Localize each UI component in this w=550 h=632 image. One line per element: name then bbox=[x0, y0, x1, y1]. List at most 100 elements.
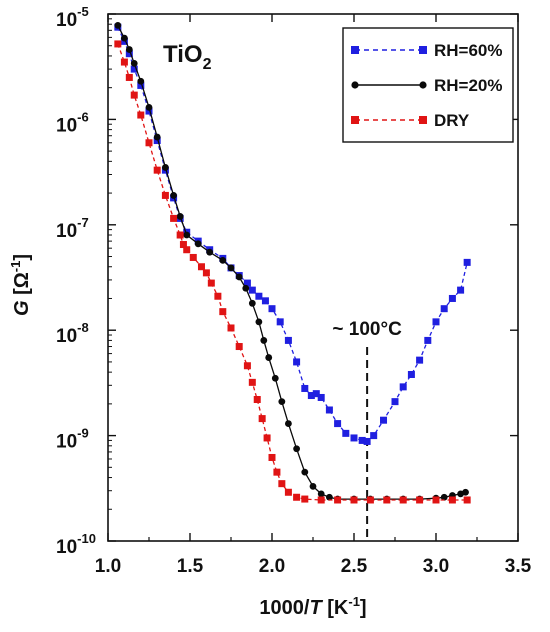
data-point-dry bbox=[366, 496, 374, 504]
y-tick-label-base: 10 bbox=[56, 326, 77, 347]
data-point-rh-20 bbox=[125, 46, 133, 53]
data-point-rh-60 bbox=[399, 383, 407, 391]
data-point-rh-60 bbox=[255, 292, 263, 300]
data-point-rh-20 bbox=[265, 354, 273, 361]
x-axis-title-unit: [K bbox=[322, 597, 349, 619]
data-point-rh-20 bbox=[176, 213, 184, 220]
data-point-rh-20 bbox=[162, 164, 169, 171]
y-tick-label: 10-7 bbox=[56, 215, 89, 242]
data-point-rh-20 bbox=[293, 445, 300, 453]
legend-items: RH=60% RH=20% DRY bbox=[351, 41, 503, 130]
legend-marker-rh-60 bbox=[419, 46, 427, 54]
data-point-rh-60 bbox=[342, 429, 350, 437]
legend: RH=60% RH=20% DRY bbox=[342, 27, 514, 143]
data-point-rh-60 bbox=[391, 398, 399, 406]
data-point-dry bbox=[207, 279, 215, 287]
data-point-rh-60 bbox=[248, 286, 256, 294]
data-point-dry bbox=[463, 496, 471, 504]
y-tick-label-exp: -7 bbox=[77, 215, 89, 230]
y-axis-title-exp: -1 bbox=[8, 261, 23, 273]
data-point-rh-20 bbox=[194, 240, 202, 248]
data-point-rh-60 bbox=[317, 393, 325, 401]
x-tick-label: 3.0 bbox=[423, 556, 449, 577]
data-point-dry bbox=[114, 40, 122, 48]
data-point-rh-20 bbox=[242, 284, 250, 292]
data-point-rh-20 bbox=[278, 398, 286, 406]
data-point-rh-60 bbox=[380, 416, 388, 424]
data-point-dry bbox=[214, 292, 222, 300]
data-point-rh-20 bbox=[248, 299, 256, 307]
data-point-dry bbox=[383, 496, 391, 504]
legend-label-rh-60: RH=60% bbox=[434, 41, 503, 60]
data-point-rh-20 bbox=[121, 34, 128, 42]
legend-marker-dry bbox=[351, 116, 359, 124]
data-point-dry bbox=[179, 241, 187, 249]
data-point-dry bbox=[183, 246, 191, 254]
data-point-rh-60 bbox=[325, 406, 333, 414]
data-point-rh-60 bbox=[407, 370, 415, 378]
chart-title-sub: 2 bbox=[203, 56, 212, 73]
data-point-rh-60 bbox=[463, 258, 471, 266]
data-point-rh-60 bbox=[125, 50, 133, 58]
series-line-dry bbox=[117, 43, 468, 501]
x-axis-title: 1000/T [K-1] bbox=[259, 594, 366, 619]
data-point-rh-60 bbox=[440, 305, 448, 313]
annotation-label: ~ 100°C bbox=[332, 319, 402, 340]
data-point-dry bbox=[176, 231, 184, 239]
data-point-dry bbox=[258, 415, 266, 423]
data-point-dry bbox=[248, 378, 256, 386]
data-point-rh-60 bbox=[370, 432, 378, 440]
data-point-rh-60 bbox=[432, 318, 440, 326]
data-point-rh-60 bbox=[268, 305, 276, 313]
data-point-rh-60 bbox=[416, 356, 424, 364]
x-tick-label: 1.5 bbox=[177, 556, 204, 577]
data-point-rh-20 bbox=[219, 256, 227, 264]
data-point-rh-60 bbox=[334, 420, 342, 428]
data-point-dry bbox=[334, 496, 342, 504]
data-point-rh-60 bbox=[137, 81, 145, 89]
y-tick-label: 10-6 bbox=[56, 109, 89, 136]
y-tick-label-base: 10 bbox=[56, 537, 77, 558]
data-point-dry bbox=[189, 253, 197, 261]
legend-marker-dry bbox=[419, 116, 427, 124]
y-tick-labels: 10-510-610-710-810-910-10 bbox=[56, 4, 96, 558]
data-point-rh-60 bbox=[243, 279, 251, 287]
data-point-dry bbox=[137, 111, 145, 119]
legend-label-dry: DRY bbox=[434, 111, 470, 130]
data-point-dry bbox=[243, 362, 251, 370]
data-point-rh-60 bbox=[448, 294, 456, 302]
data-point-rh-20 bbox=[235, 273, 243, 281]
y-axis-title-unit: [Ω bbox=[11, 272, 33, 300]
y-tick-label: 10-10 bbox=[56, 531, 96, 558]
legend-marker-rh-20 bbox=[419, 81, 427, 89]
legend-label-rh-20: RH=20% bbox=[434, 76, 503, 95]
y-axis-title-close: ] bbox=[11, 254, 33, 261]
data-point-rh-60 bbox=[261, 297, 269, 305]
data-point-dry bbox=[161, 191, 169, 199]
data-point-rh-20 bbox=[462, 488, 469, 496]
chart-title: TiO2 bbox=[163, 41, 212, 73]
y-tick-label-base: 10 bbox=[56, 10, 77, 31]
data-point-rh-60 bbox=[153, 137, 161, 145]
data-point-rh-20 bbox=[145, 103, 153, 111]
data-point-dry bbox=[153, 166, 161, 174]
data-point-dry bbox=[301, 495, 309, 503]
data-point-rh-60 bbox=[307, 392, 315, 400]
data-point-rh-20 bbox=[137, 77, 145, 85]
data-point-dry bbox=[399, 496, 407, 504]
data-point-rh-60 bbox=[363, 437, 371, 445]
y-tick-label-exp: -9 bbox=[77, 426, 89, 441]
data-point-rh-60 bbox=[457, 286, 465, 294]
y-axis-title: G [Ω-1] bbox=[8, 254, 33, 316]
data-point-rh-20 bbox=[271, 374, 279, 382]
x-axis-title-pre: 1000/ bbox=[259, 597, 309, 619]
data-point-rh-20 bbox=[170, 192, 178, 199]
chart-title-main: TiO bbox=[163, 41, 203, 68]
data-point-rh-60 bbox=[301, 384, 309, 392]
data-point-rh-60 bbox=[358, 436, 366, 444]
data-point-rh-20 bbox=[183, 231, 191, 239]
data-point-rh-20 bbox=[260, 337, 268, 344]
data-point-rh-20 bbox=[285, 420, 292, 427]
data-point-dry bbox=[170, 214, 178, 222]
